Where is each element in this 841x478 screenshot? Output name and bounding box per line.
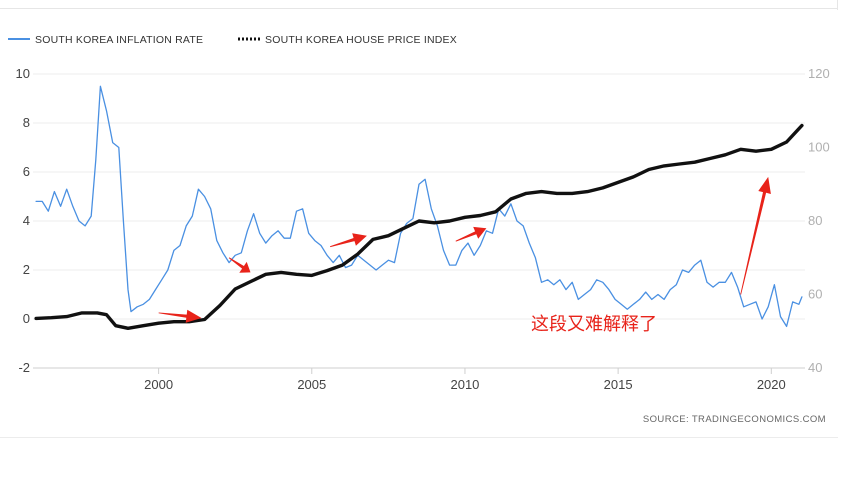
annotation-arrow: [455, 226, 487, 242]
source-text: SOURCE: TRADINGECONOMICS.COM: [643, 414, 826, 425]
annotation-text: 这段又难解释了: [531, 314, 657, 334]
right-axis-ticks: 40 60 80 100 120: [808, 66, 830, 375]
left-tick-label: 2: [23, 262, 30, 277]
annotation-arrows: [158, 176, 771, 323]
annotation-arrow: [158, 309, 202, 323]
house-price-line: [34, 123, 804, 330]
chart: SOUTH KOREA INFLATION RATE SOUTH KOREA H…: [8, 34, 830, 425]
left-axis-ticks: -2 0 2 4 6 8 10: [16, 66, 30, 375]
x-tick-label: 2000: [144, 377, 173, 392]
x-tick-label: 2020: [757, 377, 786, 392]
right-tick-label: 120: [808, 66, 830, 81]
x-tick-label: 2010: [450, 377, 479, 392]
legend-label-house-price: SOUTH KOREA HOUSE PRICE INDEX: [265, 34, 457, 46]
inflation-series: [35, 85, 803, 328]
right-tick-label: 60: [808, 287, 822, 302]
left-tick-label: 8: [23, 115, 30, 130]
left-tick-label: 10: [16, 66, 30, 81]
left-tick-label: -2: [18, 360, 30, 375]
x-tick-label: 2005: [297, 377, 326, 392]
right-tick-label: 100: [808, 140, 830, 155]
legend-item-inflation[interactable]: SOUTH KOREA INFLATION RATE: [8, 34, 203, 46]
right-tick-label: 80: [808, 213, 822, 228]
chart-frame: SOUTH KOREA INFLATION RATE SOUTH KOREA H…: [0, 0, 838, 438]
inflation-line: [35, 85, 803, 328]
legend-item-house-price[interactable]: SOUTH KOREA HOUSE PRICE INDEX: [238, 34, 457, 46]
left-tick-label: 0: [23, 311, 30, 326]
top-divider: [0, 8, 838, 9]
left-tick-label: 6: [23, 164, 30, 179]
annotation-arrow: [330, 233, 367, 248]
legend: SOUTH KOREA INFLATION RATE SOUTH KOREA H…: [8, 34, 457, 46]
right-tick-label: 40: [808, 360, 822, 375]
annotation-arrow: [740, 176, 771, 295]
gridlines: [33, 73, 805, 320]
house-price-series: [34, 123, 804, 330]
annotation-arrow: [228, 257, 251, 273]
right-divider: [837, 0, 838, 10]
x-axis-ticks: 2000 2005 2010 2015 2020: [144, 368, 786, 392]
x-tick-label: 2015: [604, 377, 633, 392]
bottom-divider: [0, 437, 838, 438]
left-tick-label: 4: [23, 213, 30, 228]
legend-label-inflation: SOUTH KOREA INFLATION RATE: [35, 34, 203, 46]
